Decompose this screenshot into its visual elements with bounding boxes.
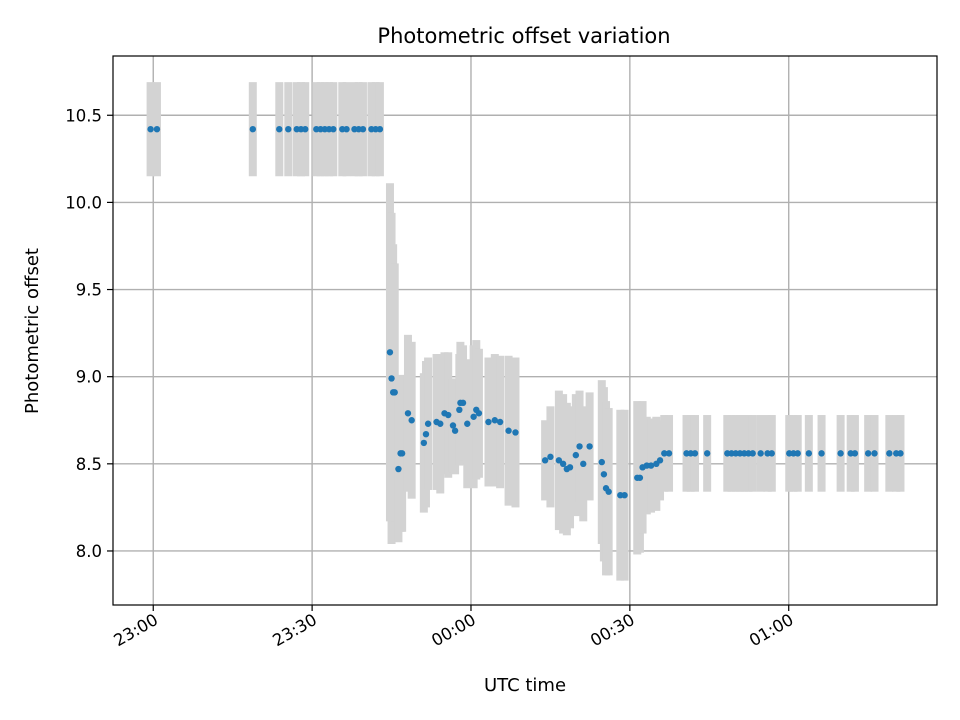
data-point — [249, 126, 257, 133]
data-point — [871, 450, 878, 457]
chart-title: Photometric offset variation — [377, 24, 670, 48]
data-point — [505, 427, 512, 434]
data-point — [598, 458, 605, 466]
data-point — [422, 431, 430, 438]
y-tick-label: 8.0 — [76, 542, 102, 561]
data-point — [837, 450, 844, 457]
x-tick-label: 23:00 — [111, 610, 162, 650]
x-tick-label: 23:30 — [269, 610, 320, 650]
plot-frame — [112, 55, 938, 606]
data-point — [703, 450, 711, 457]
data-point — [491, 417, 499, 424]
data-point — [420, 439, 428, 447]
data-point — [864, 450, 872, 457]
data-point — [437, 420, 444, 427]
data-point — [600, 471, 608, 478]
data-point — [395, 465, 402, 473]
data-point — [147, 126, 154, 133]
data-point — [343, 126, 350, 133]
data-point — [559, 460, 567, 468]
data-point — [404, 410, 412, 417]
data-point — [805, 450, 813, 457]
data-point — [621, 492, 628, 499]
data-point — [547, 453, 554, 461]
data-point — [665, 450, 673, 457]
data-point — [388, 375, 395, 382]
data-point — [153, 126, 161, 133]
y-tick-label: 9.0 — [76, 368, 102, 387]
data-point — [459, 399, 467, 407]
y-tick-label: 8.5 — [76, 455, 102, 474]
data-point — [794, 450, 801, 457]
y-axis-label: Photometric offset — [22, 248, 43, 414]
x-tick-label: 00:30 — [587, 610, 638, 650]
data-point — [451, 427, 459, 434]
data-point — [485, 418, 492, 426]
data-point — [391, 389, 398, 396]
data-point — [285, 126, 292, 133]
data-point — [647, 462, 655, 469]
data-point — [897, 450, 904, 457]
data-point — [424, 420, 432, 427]
data-point — [302, 126, 309, 133]
data-point — [661, 450, 668, 457]
data-point — [276, 126, 283, 133]
data-point — [566, 464, 574, 471]
data-point — [886, 450, 893, 457]
data-point — [386, 349, 394, 356]
data-point — [470, 413, 477, 420]
data-point — [445, 411, 452, 419]
data-point — [586, 443, 593, 450]
data-point — [768, 450, 775, 457]
y-tick-label: 9.5 — [76, 281, 102, 300]
data-point — [851, 450, 859, 457]
x-tick-label: 00:00 — [428, 610, 479, 650]
data-point — [749, 450, 756, 457]
data-point — [636, 474, 644, 481]
data-point — [464, 420, 471, 427]
data-point — [512, 429, 519, 436]
data-point — [656, 457, 664, 464]
error-bars — [146, 82, 905, 581]
y-tick-label: 10.5 — [65, 106, 102, 125]
data-point — [496, 418, 504, 426]
data-point — [541, 457, 549, 464]
data-point — [359, 126, 367, 133]
data-point — [818, 450, 825, 457]
data-point — [605, 488, 612, 495]
data-point — [456, 406, 463, 413]
data-point — [330, 126, 337, 133]
data-point — [580, 460, 587, 468]
data-point — [576, 443, 583, 450]
data-point — [757, 450, 764, 457]
data-point — [376, 126, 384, 133]
data-point — [449, 422, 457, 429]
data-point — [572, 451, 580, 459]
x-axis-label: UTC time — [484, 675, 566, 696]
x-axis-ticks: 23:00 23:30 00:00 00:30 01:00 — [111, 605, 797, 650]
y-tick-label: 10.0 — [65, 193, 102, 212]
x-tick-label: 01:00 — [746, 610, 797, 650]
data-point — [691, 450, 699, 457]
grid — [113, 56, 937, 605]
data-point — [398, 450, 406, 457]
data-points — [147, 126, 904, 499]
data-point — [408, 417, 415, 424]
y-axis-ticks: 8.0 8.5 9.0 9.5 10.0 10.5 — [65, 106, 113, 561]
data-point — [555, 457, 563, 464]
data-point — [475, 410, 483, 417]
